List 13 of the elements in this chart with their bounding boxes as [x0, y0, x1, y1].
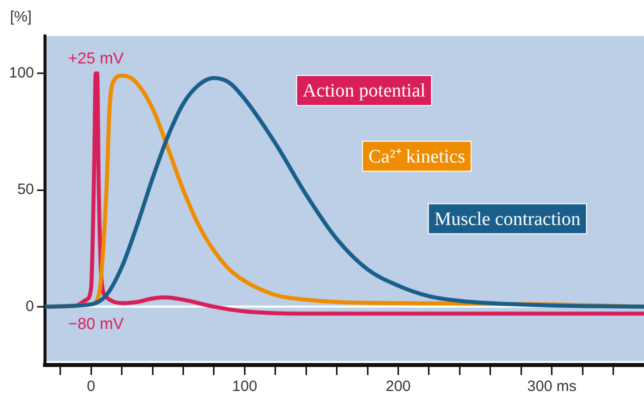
x-tick-label: 300 ms — [527, 378, 576, 396]
text: Muscle contraction — [434, 208, 582, 230]
y-tick-label: 0 — [26, 298, 34, 315]
text: Action potential — [302, 80, 426, 102]
annotation: −80 mV — [68, 316, 124, 334]
annotation: +25 mV — [68, 50, 124, 68]
y-tick-label: 100 — [8, 64, 34, 82]
x-tick-label: 200 — [386, 378, 411, 396]
y-tick-label: 50 — [17, 181, 34, 198]
x-tick-label: 100 — [232, 378, 258, 396]
text: Ca²⁺ kinetics — [368, 146, 466, 168]
x-tick-label: 0 — [86, 378, 96, 396]
y-axis-title: [%] — [10, 8, 32, 26]
